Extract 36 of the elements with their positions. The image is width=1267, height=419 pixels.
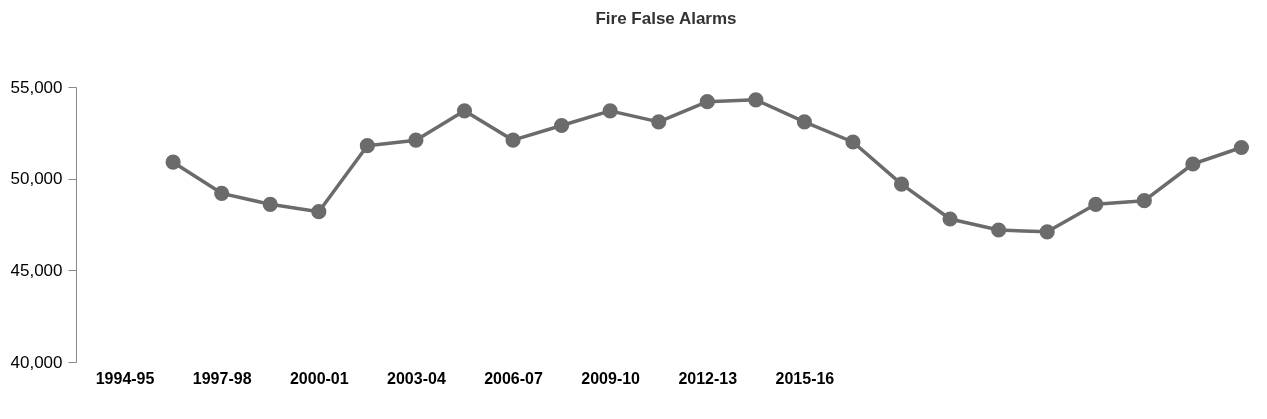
point: [699, 94, 715, 110]
point: [748, 92, 764, 108]
chart-title: Fire False Alarms: [595, 9, 737, 28]
point: [311, 204, 327, 220]
point: [991, 222, 1007, 238]
point: [796, 114, 812, 130]
point: [214, 185, 230, 201]
y-tick-label: 55,000: [10, 77, 63, 97]
y-tick-label: 45,000: [10, 260, 63, 280]
point: [165, 154, 181, 170]
x-tick-label: 2006-07: [484, 369, 543, 387]
point: [1039, 224, 1055, 240]
y-tick-label: 40,000: [10, 352, 63, 372]
x-tick-label: 2009-10: [581, 369, 641, 387]
x-tick-label: 2003-04: [387, 369, 446, 387]
point: [845, 134, 861, 150]
x-tick-label: 1994-95: [95, 369, 155, 387]
point: [893, 176, 910, 192]
y-tick-label: 50,000: [10, 169, 63, 189]
x-tick-label: 2015-16: [775, 369, 835, 387]
x-tick-label: 2000-01: [289, 369, 349, 387]
point: [262, 196, 278, 212]
point: [1233, 139, 1250, 156]
x-tick-label: 1997-98: [192, 369, 252, 387]
point: [456, 103, 473, 119]
point: [554, 117, 570, 134]
point: [651, 114, 667, 130]
point: [505, 132, 521, 148]
point: [359, 138, 375, 154]
point: [1185, 156, 1201, 172]
point: [942, 211, 958, 227]
x-tick-label: 2012-13: [678, 369, 738, 387]
point: [1088, 196, 1104, 212]
point: [408, 132, 424, 148]
point: [1136, 193, 1152, 209]
point: [602, 103, 618, 119]
